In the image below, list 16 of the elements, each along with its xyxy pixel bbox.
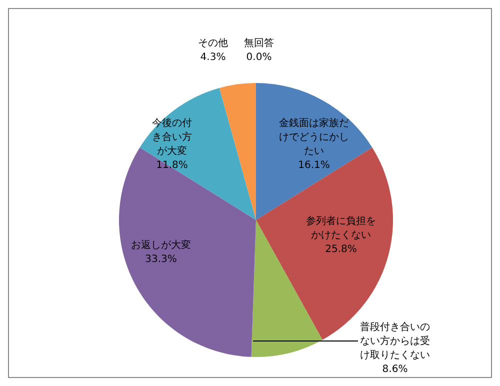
pie-slice	[219, 83, 256, 220]
pie-slice	[140, 88, 256, 220]
slice-label: 金銭面は家族だけでどうにかしたい	[279, 117, 349, 157]
data-label: 8.6%	[382, 364, 408, 375]
text: 0.0%	[246, 52, 272, 63]
data-label: 25.8%	[325, 244, 357, 255]
data-label: 11.8%	[156, 160, 188, 171]
pie-slice	[119, 147, 256, 357]
data-label: 16.1%	[298, 160, 330, 171]
data-label: 4.3%	[200, 52, 226, 63]
slice-label: お返しが大変	[131, 239, 191, 251]
slice-label: 普段付き合いのない方からは受け取りたくない	[360, 321, 430, 361]
category-label: 無回答	[244, 38, 274, 49]
data-label: 33.3%	[145, 254, 177, 265]
slice-label: 参列者に負担をかけたくない	[306, 215, 376, 241]
slice-label: その他	[198, 37, 228, 49]
